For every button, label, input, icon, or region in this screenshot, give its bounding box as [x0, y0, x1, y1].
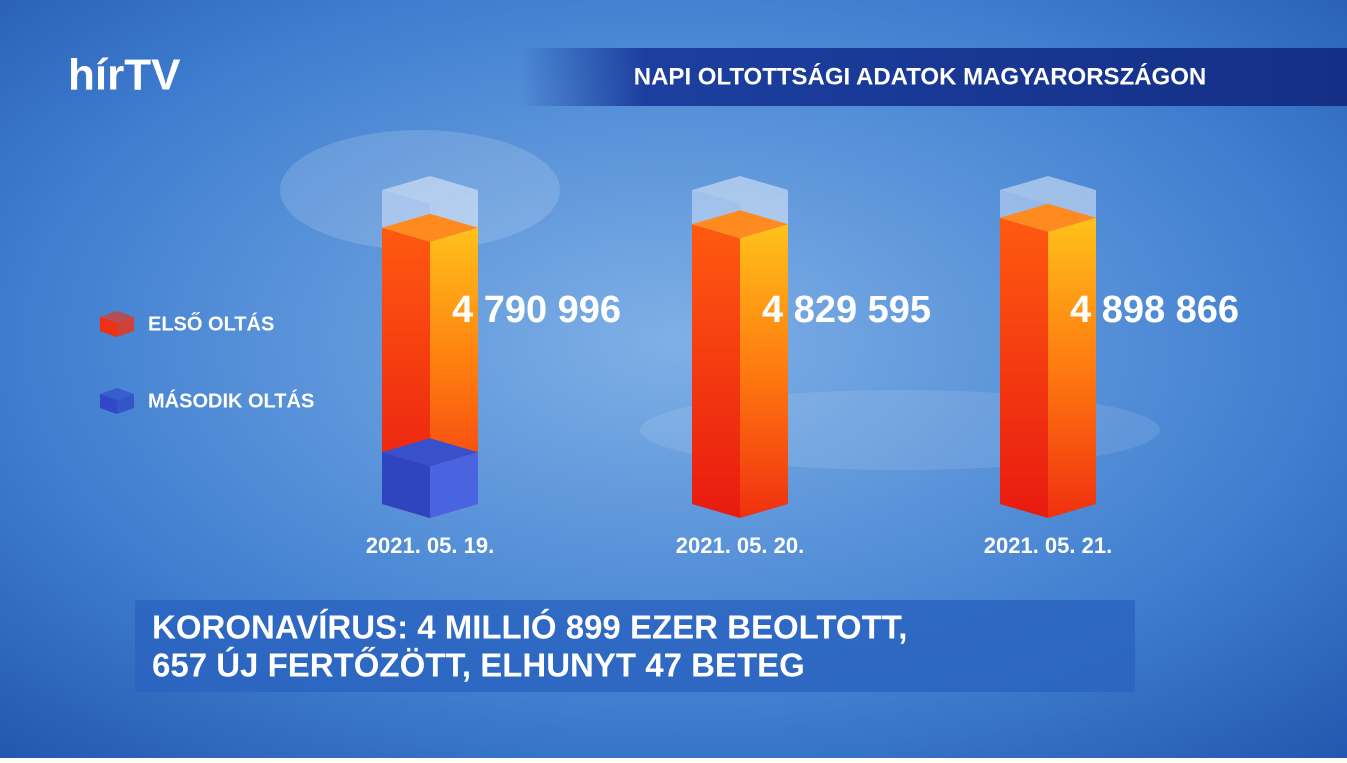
- bar-face: [430, 452, 478, 518]
- bar-top: [1000, 176, 1096, 204]
- swatch-top: [100, 311, 134, 323]
- bar-top: [692, 176, 788, 204]
- bar-top: [382, 213, 478, 242]
- legend-swatch: [100, 388, 134, 414]
- bar-face: [382, 452, 430, 518]
- swatch-face: [117, 317, 134, 337]
- bar-top: [382, 176, 478, 204]
- value-label: 4 790 996: [452, 289, 621, 331]
- bar: [692, 210, 788, 518]
- title-bar: [520, 48, 1347, 106]
- bar-face: [1048, 217, 1096, 518]
- legend-label: ELSŐ OLTÁS: [148, 312, 274, 335]
- bar: [382, 438, 478, 518]
- x-tick-label: 2021. 05. 21.: [984, 533, 1112, 558]
- bar-top: [1000, 203, 1096, 232]
- swatch-face: [117, 394, 134, 414]
- bar: [1000, 203, 1096, 518]
- x-tick-label: 2021. 05. 20.: [676, 533, 804, 558]
- swatch-face: [100, 394, 117, 414]
- value-label: 4 829 595: [762, 289, 931, 331]
- headline-line: 657 ÚJ FERTŐZÖTT, ELHUNYT 47 BETEG: [152, 647, 805, 684]
- headline-line: KORONAVÍRUS: 4 MILLIÓ 899 EZER BEOLTOTT,: [152, 609, 907, 646]
- bar-top: [382, 438, 478, 467]
- logo: hírTV: [68, 51, 181, 100]
- bar-top: [692, 210, 788, 239]
- legend-label: MÁSODIK OLTÁS: [148, 389, 314, 412]
- swatch-top: [100, 388, 134, 400]
- bar-face: [692, 224, 740, 518]
- x-tick-label: 2021. 05. 19.: [366, 533, 494, 558]
- chart-title: NAPI OLTOTTSÁGI ADATOK MAGYARORSZÁGON: [634, 62, 1206, 90]
- legend-swatch: [100, 311, 134, 337]
- bar-face: [1000, 217, 1048, 518]
- value-label: 4 898 866: [1070, 289, 1239, 331]
- swatch-face: [100, 317, 117, 337]
- bar-face: [740, 224, 788, 518]
- headline-bar: [135, 600, 1135, 692]
- bg-blur: [280, 130, 560, 250]
